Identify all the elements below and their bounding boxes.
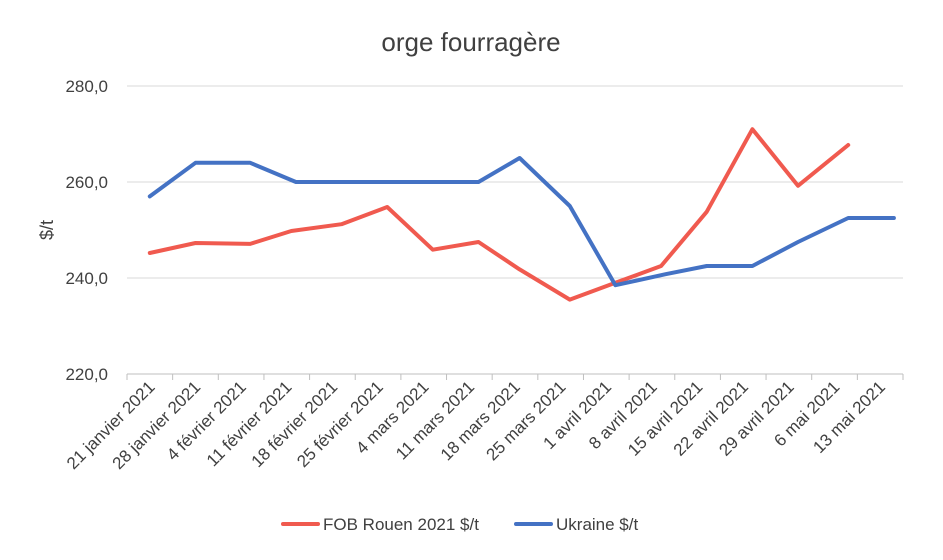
- legend: FOB Rouen 2021 $/t Ukraine $/t: [281, 515, 638, 534]
- series-line-ukraine: [147, 156, 896, 288]
- y-axis-label: $/t: [37, 220, 57, 240]
- chart-title: orge fourragère: [381, 27, 560, 57]
- x-tick-label: 18 mars 2021: [437, 377, 524, 464]
- x-tick-label: 25 mars 2021: [483, 377, 570, 464]
- x-axis: [126, 373, 904, 380]
- legend-label-ukraine: Ukraine $/t: [556, 515, 638, 534]
- gridlines: [127, 85, 903, 279]
- y-tick-label: 260,0: [65, 173, 108, 192]
- y-tick-label: 240,0: [65, 269, 108, 288]
- x-tick-label: 4 février 2021: [163, 377, 250, 464]
- legend-label-fob-rouen: FOB Rouen 2021 $/t: [323, 515, 479, 534]
- series-line-fob-rouen: [147, 127, 851, 302]
- y-axis-ticks: 220,0 240,0 260,0 280,0: [65, 77, 108, 384]
- series-lines: [147, 127, 896, 302]
- y-tick-label: 280,0: [65, 77, 108, 96]
- y-tick-label: 220,0: [65, 365, 108, 384]
